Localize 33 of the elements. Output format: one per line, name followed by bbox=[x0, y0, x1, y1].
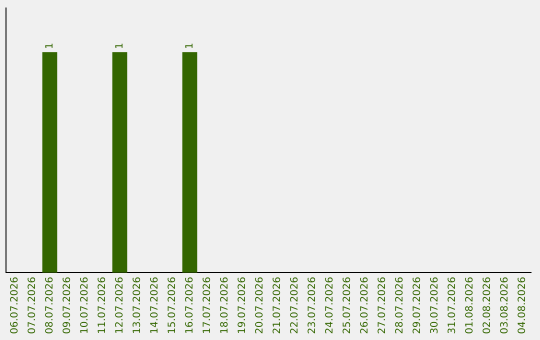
x-tick-label: 20.07.2026 bbox=[254, 276, 266, 334]
x-tick-label: 22.07.2026 bbox=[289, 276, 300, 334]
x-tick-label: 04.08.2026 bbox=[516, 276, 528, 334]
data-label: 1 bbox=[44, 42, 56, 50]
x-tick-label: 18.07.2026 bbox=[219, 276, 230, 334]
x-tick-label: 24.07.2026 bbox=[324, 276, 336, 334]
x-tick-label: 26.07.2026 bbox=[359, 276, 370, 334]
x-tick-label: 30.07.2026 bbox=[429, 276, 440, 334]
data-label: 1 bbox=[184, 42, 196, 50]
x-tick-label: 12.07.2026 bbox=[114, 276, 126, 334]
x-tick-label: 29.07.2026 bbox=[412, 276, 423, 334]
x-tick-label: 14.07.2026 bbox=[149, 276, 160, 334]
x-tick-label: 25.07.2026 bbox=[342, 276, 353, 334]
x-tick-label: 16.07.2026 bbox=[184, 276, 196, 334]
x-tick-label: 11.07.2026 bbox=[96, 276, 108, 334]
x-tick-label: 08.07.2026 bbox=[44, 276, 56, 334]
x-tick-label: 15.07.2026 bbox=[166, 276, 178, 334]
x-tick-label: 17.07.2026 bbox=[202, 276, 213, 334]
x-tick-label: 28.07.2026 bbox=[394, 276, 406, 334]
x-tick-label: 27.07.2026 bbox=[376, 276, 388, 334]
x-tick-label: 19.07.2026 bbox=[236, 276, 248, 334]
x-tick-label: 03.08.2026 bbox=[499, 276, 510, 334]
x-tick-label: 10.07.2026 bbox=[79, 276, 90, 334]
x-tick-label: 31.07.2026 bbox=[446, 276, 458, 334]
x-tick-label: 21.07.2026 bbox=[272, 276, 283, 334]
data-label: 1 bbox=[114, 42, 126, 50]
x-tick-label: 07.07.2026 bbox=[26, 276, 38, 334]
x-tick-label: 09.07.2026 bbox=[62, 276, 73, 334]
x-tick-label: 02.08.2026 bbox=[482, 276, 493, 334]
x-tick-label: 01.08.2026 bbox=[464, 276, 476, 334]
x-tick-label: 06.07.2026 bbox=[9, 276, 20, 334]
x-tick-label: 13.07.2026 bbox=[132, 276, 143, 334]
x-tick-label: 23.07.2026 bbox=[306, 276, 318, 334]
